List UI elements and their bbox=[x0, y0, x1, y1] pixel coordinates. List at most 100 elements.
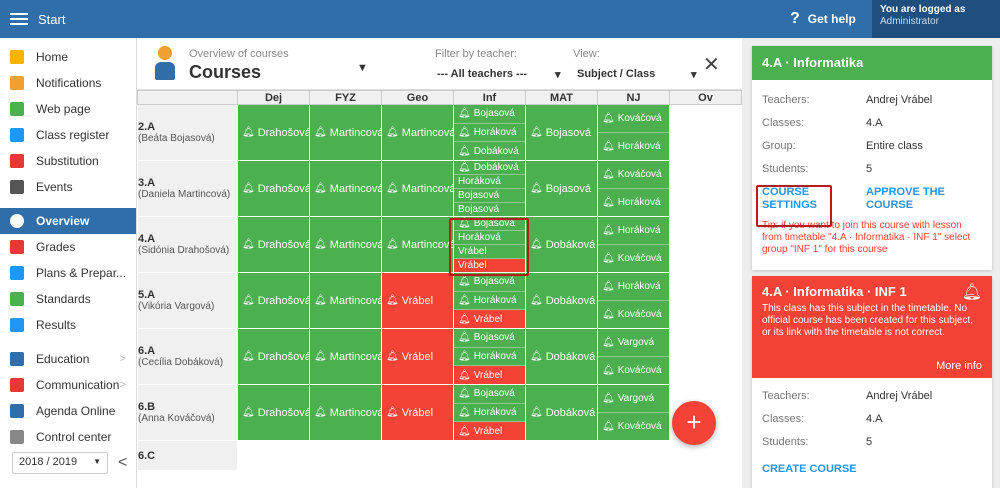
group-course[interactable]: 🔔︎ Vrábel bbox=[454, 422, 525, 441]
course-cell[interactable]: 🔔︎ Vargová 🔔︎ Kováčová bbox=[597, 384, 670, 441]
group-course[interactable]: 🔔︎ Bojasová bbox=[454, 385, 525, 404]
course-cell[interactable]: 🔔︎ Bojasová bbox=[525, 104, 598, 161]
course-cell[interactable]: 🔔︎ Martincová bbox=[309, 160, 382, 217]
sidebar-item-standards[interactable]: Standards bbox=[0, 286, 136, 312]
course-cell[interactable]: 🔔︎ Martincová bbox=[309, 328, 382, 385]
sidebar-item-overview[interactable]: Overview bbox=[0, 208, 136, 234]
group-course[interactable]: 🔔︎ Bojasová bbox=[454, 273, 525, 292]
group-course[interactable]: 🔔︎ Horáková bbox=[454, 403, 525, 423]
course-cell[interactable]: 🔔︎ Bojasová bbox=[525, 160, 598, 217]
close-icon[interactable]: ✕ bbox=[703, 54, 720, 76]
course-cell[interactable]: 🔔︎ Dobáková bbox=[525, 328, 598, 385]
course-cell[interactable]: 🔔︎ Vrábel bbox=[381, 384, 454, 441]
course-cell[interactable]: 🔔︎ Vrábel bbox=[381, 272, 454, 329]
sidebar-item-home[interactable]: Home bbox=[0, 44, 136, 70]
sidebar-item-control-center[interactable]: Control center bbox=[0, 424, 136, 450]
course-cell[interactable]: 🔔︎ Drahošová bbox=[237, 160, 310, 217]
course-cell[interactable]: 🔔︎ Kováčová 🔔︎ Horáková bbox=[597, 104, 670, 161]
course-cell[interactable]: 🔔︎ Martincová bbox=[309, 104, 382, 161]
sidebar-item-plans-prepar[interactable]: Plans & Prepar... bbox=[0, 260, 136, 286]
course-cell[interactable]: 🔔︎ Dobáková bbox=[525, 272, 598, 329]
course-cell[interactable]: 🔔︎ Dobáková bbox=[525, 216, 598, 273]
sidebar-item-notifications[interactable]: Notifications bbox=[0, 70, 136, 96]
course-cell[interactable]: 🔔︎ Martincová bbox=[309, 384, 382, 441]
group-course[interactable]: Bojasová bbox=[454, 189, 525, 203]
course-cell[interactable]: 🔔︎ Martincová bbox=[381, 104, 454, 161]
course-cell[interactable]: 🔔︎ Drahošová bbox=[237, 104, 310, 161]
sidebar-item-results[interactable]: Results bbox=[0, 312, 136, 338]
group-course[interactable]: 🔔︎ Horáková bbox=[598, 273, 669, 301]
sidebar-item-grades[interactable]: Grades bbox=[0, 234, 136, 260]
group-course[interactable]: 🔔︎ Vrábel bbox=[454, 366, 525, 385]
view-chevron-icon[interactable]: ▾ bbox=[691, 69, 697, 81]
add-course-button[interactable]: + bbox=[672, 401, 716, 445]
sidebar-item-education[interactable]: Education > bbox=[0, 346, 136, 372]
course-cell[interactable]: 🔔︎ Drahošová bbox=[237, 272, 310, 329]
course-cell[interactable]: 🔔︎ Dobáková Horáková Bojasová Bojasová bbox=[453, 160, 526, 217]
course-cell[interactable]: 🔔︎ Bojasová 🔔︎ Horáková 🔔︎ Vrábel bbox=[453, 328, 526, 385]
group-course[interactable]: Horáková bbox=[454, 175, 525, 189]
group-course[interactable]: 🔔︎ Vrábel bbox=[454, 310, 525, 329]
course-cell[interactable]: 🔔︎ Bojasová 🔔︎ Horáková 🔔︎ Vrábel bbox=[453, 272, 526, 329]
course-cell[interactable]: 🔔︎ Martincová bbox=[381, 216, 454, 273]
sidebar-item-substitution[interactable]: Substitution bbox=[0, 148, 136, 174]
course-cell[interactable]: 🔔︎ Dobáková bbox=[525, 384, 598, 441]
app-title[interactable]: Start bbox=[38, 11, 66, 27]
course-settings-link[interactable]: COURSE SETTINGS bbox=[762, 186, 818, 211]
course-cell[interactable]: 🔔︎ Bojasová 🔔︎ Horáková 🔔︎ Vrábel bbox=[453, 384, 526, 441]
group-course[interactable]: 🔔︎ Horáková bbox=[598, 217, 669, 245]
group-course[interactable]: 🔔︎ Kováčová bbox=[598, 245, 669, 272]
course-cell[interactable]: 🔔︎ Horáková 🔔︎ Kováčová bbox=[597, 272, 670, 329]
group-course[interactable]: 🔔︎ Horáková bbox=[598, 133, 669, 160]
course-cell[interactable]: 🔔︎ Martincová bbox=[309, 272, 382, 329]
course-cell[interactable]: 🔔︎ Bojasová 🔔︎ Horáková 🔔︎ Dobáková bbox=[453, 104, 526, 161]
course-cell[interactable]: 🔔︎ Kováčová 🔔︎ Horáková bbox=[597, 160, 670, 217]
group-course[interactable]: 🔔︎ Dobáková bbox=[454, 142, 525, 161]
teacher-filter-chevron-icon[interactable]: ▾ bbox=[555, 69, 561, 81]
sidebar-item-events[interactable]: Events bbox=[0, 174, 136, 200]
more-info-link[interactable]: More info bbox=[936, 360, 982, 372]
group-course[interactable]: 🔔︎ Kováčová bbox=[598, 301, 669, 328]
group-course[interactable]: 🔔︎ Horáková bbox=[454, 347, 525, 367]
course-cell[interactable]: 🔔︎ Drahošová bbox=[237, 216, 310, 273]
group-course[interactable]: 🔔︎ Kováčová bbox=[598, 413, 669, 440]
course-cell[interactable]: 🔔︎ Horáková 🔔︎ Kováčová bbox=[597, 216, 670, 273]
course-cell[interactable]: 🔔︎ Drahošová bbox=[237, 328, 310, 385]
group-course[interactable]: 🔔︎ Vargová bbox=[598, 385, 669, 413]
group-course[interactable]: 🔔︎ Dobáková bbox=[454, 161, 525, 175]
group-course[interactable]: 🔔︎ Kováčová bbox=[598, 357, 669, 384]
group-course[interactable]: Vrábel bbox=[454, 245, 525, 259]
group-course[interactable]: Bojasová bbox=[454, 203, 525, 216]
group-course[interactable]: Vrábel bbox=[454, 259, 525, 272]
group-course[interactable]: 🔔︎ Kováčová bbox=[598, 105, 669, 133]
chevron-down-icon[interactable]: ▼ bbox=[357, 62, 368, 74]
menu-icon[interactable] bbox=[10, 13, 28, 25]
create-course-link[interactable]: CREATE COURSE bbox=[762, 463, 857, 475]
sidebar-item-web-page[interactable]: Web page bbox=[0, 96, 136, 122]
login-info[interactable]: You are logged as Administrator bbox=[872, 0, 1000, 38]
course-cell[interactable]: 🔔︎ Vargová 🔔︎ Kováčová bbox=[597, 328, 670, 385]
group-course[interactable]: 🔔︎ Kováčová bbox=[598, 161, 669, 189]
sidebar-item-class-register[interactable]: Class register bbox=[0, 122, 136, 148]
group-course[interactable]: 🔔︎ Horáková bbox=[454, 123, 525, 143]
course-cell[interactable]: 🔔︎ Martincová bbox=[309, 216, 382, 273]
group-course[interactable]: 🔔︎ Horáková bbox=[598, 189, 669, 216]
teacher-filter-select[interactable]: --- All teachers --- bbox=[437, 68, 528, 80]
approve-course-link[interactable]: APPROVE THE COURSE bbox=[866, 186, 945, 211]
course-cell[interactable]: 🔔︎ Bojasová Horáková Vrábel Vrábel bbox=[453, 216, 526, 273]
group-course[interactable]: 🔔︎ Bojasová bbox=[454, 217, 525, 231]
group-course[interactable]: 🔔︎ Bojasová bbox=[454, 105, 525, 124]
collapse-sidebar-icon[interactable]: < bbox=[118, 454, 128, 471]
view-select[interactable]: Subject / Class bbox=[577, 68, 656, 80]
school-year-select[interactable]: 2018 / 2019 bbox=[12, 452, 108, 474]
course-cell[interactable]: 🔔︎ Martincová bbox=[381, 160, 454, 217]
group-course[interactable]: 🔔︎ Vargová bbox=[598, 329, 669, 357]
group-course[interactable]: 🔔︎ Bojasová bbox=[454, 329, 525, 348]
course-cell[interactable]: 🔔︎ Drahošová bbox=[237, 384, 310, 441]
group-course[interactable]: 🔔︎ Horáková bbox=[454, 291, 525, 311]
sidebar-item-communication[interactable]: Communication > bbox=[0, 372, 136, 398]
course-cell[interactable]: 🔔︎ Vrábel bbox=[381, 328, 454, 385]
help-button[interactable]: ? Get help bbox=[790, 10, 856, 28]
sidebar-item-agenda-online[interactable]: Agenda Online bbox=[0, 398, 136, 424]
group-course[interactable]: Horáková bbox=[454, 231, 525, 245]
